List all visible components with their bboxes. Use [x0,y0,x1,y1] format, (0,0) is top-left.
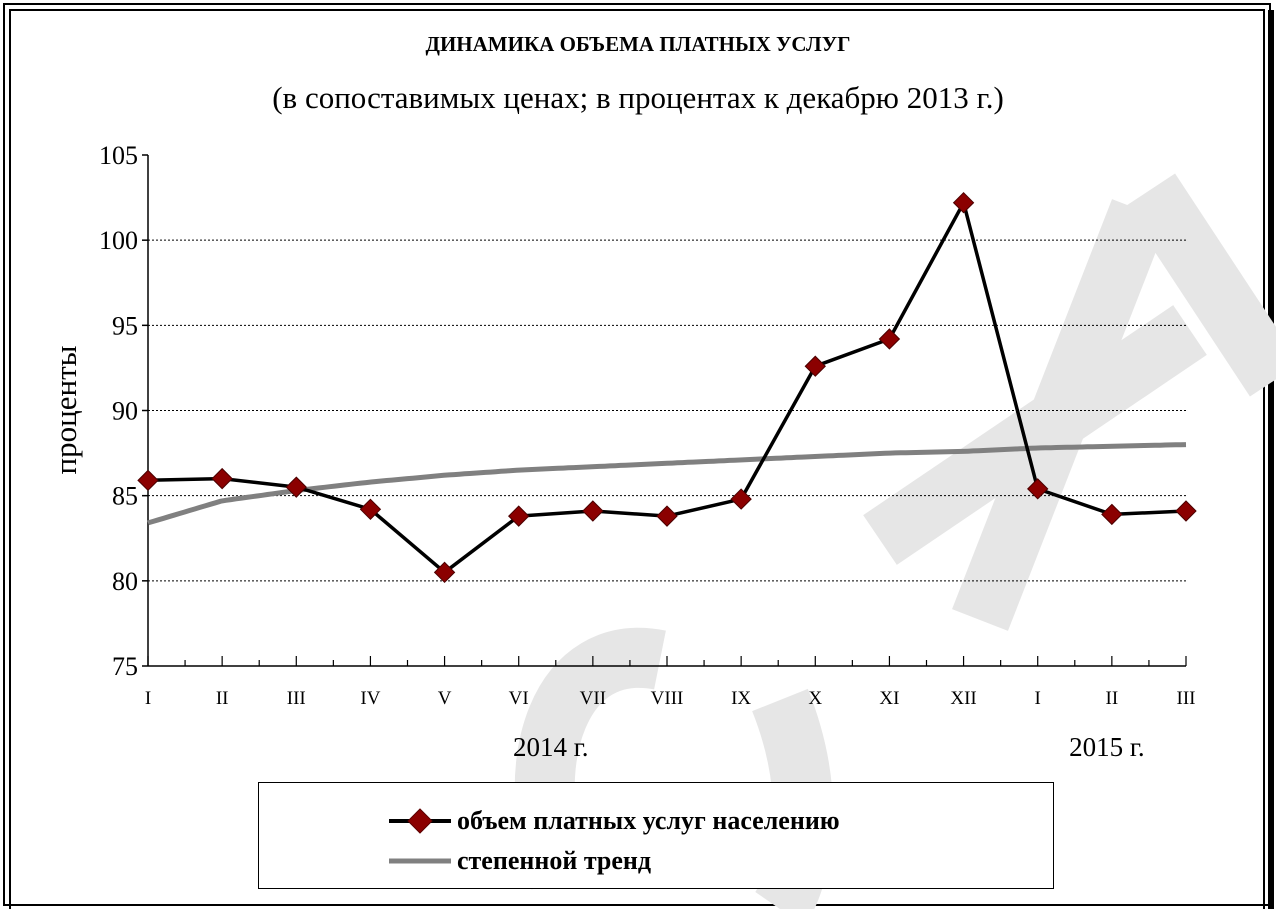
x-tick-label-8: IX [731,688,751,709]
legend-label-trend: степенной тренд [457,846,652,875]
x-tick-label-10: XI [879,688,899,709]
y-tick-label-75: 75 [112,652,138,681]
series-line-1 [147,442,1187,526]
x-tick-label-11: XII [950,688,976,709]
x-tick-label-14: III [1177,688,1196,709]
inner-frame [9,9,1265,909]
y-tick-label-90: 90 [112,397,138,426]
x-tick-label-2: III [287,688,306,709]
year-label-1: 2015 г. [1069,732,1145,762]
y-tick-label-100: 100 [99,226,138,255]
year-labels: 2014 г. 2015 г. [513,732,1145,762]
data-point-14 [1175,500,1197,522]
x-tick-label-13: II [1106,688,1119,709]
y-axis-label: проценты [48,345,83,474]
chart-subtitle: (в сопоставимых ценах; в процентах к дек… [272,80,1004,115]
data-point-13 [1101,503,1123,526]
data-point-7 [656,505,678,527]
x-tick-label-6: VII [580,688,606,709]
grid-lines [148,239,1186,582]
data-point-1 [211,467,233,490]
year-label-0: 2014 г. [513,732,589,762]
y-tick-label-95: 95 [112,311,138,340]
y-tick-label-105: 105 [99,141,138,170]
legend-label-main: объем платных услуг населению [457,806,840,835]
data-point-10 [878,328,901,350]
y-tick-label-85: 85 [112,482,138,511]
data-point-11 [952,191,975,214]
x-tick-label-7: VIII [651,688,684,709]
data-point-9 [804,355,826,377]
frame-shadow [1268,10,1274,909]
legend: объем платных услуг населению степенной … [258,782,1054,889]
legend-entry-main: объем платных услуг населению [387,801,840,841]
x-tick-label-12: I [1035,688,1041,709]
legend-diamond-line-icon [389,808,451,834]
y-tick-label-80: 80 [112,567,138,596]
x-tick-label-0: I [145,688,151,709]
chart-title: ДИНАМИКА ОБЪЕМА ПЛАТНЫХ УСЛУГ [425,32,851,56]
data-point-3 [359,498,382,521]
x-tick-label-9: X [808,688,822,709]
y-tick-labels: 75 80 85 90 95 100 105 [99,141,138,681]
axes [142,154,1187,667]
data-point-5 [508,505,530,527]
x-tick-label-5: VI [509,688,529,709]
data-point-8 [730,488,752,510]
data-point-2 [285,476,307,498]
x-tick-labels: I II III IV V VI VII VIII IX X XI XII I II III [145,688,1196,709]
legend-trend-line-icon [389,858,451,864]
data-point-0 [137,469,159,492]
data-point-12 [1027,478,1049,500]
data-point-4 [433,561,456,584]
x-tick-label-3: IV [360,688,380,709]
x-tick-label-1: II [216,688,229,709]
legend-entry-trend: степенной тренд [387,841,651,881]
data-point-6 [582,500,604,522]
markers [137,191,1197,584]
x-tick-label-4: V [438,688,452,709]
